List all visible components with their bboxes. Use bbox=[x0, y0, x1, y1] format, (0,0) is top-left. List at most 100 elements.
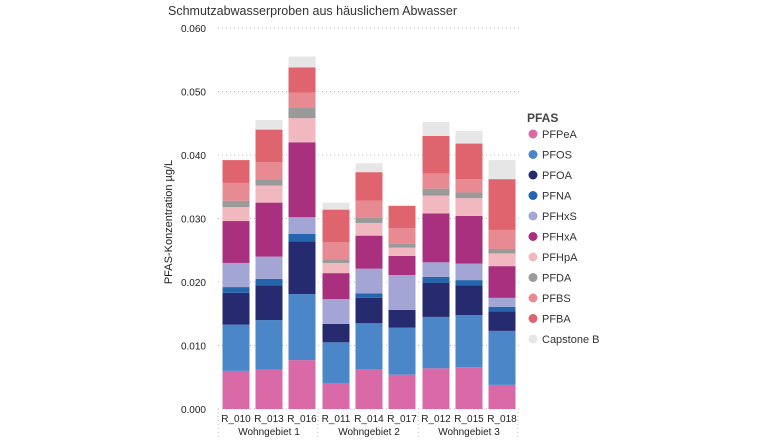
bar-segment-pfos bbox=[255, 320, 283, 370]
x-tick-label: R_012 bbox=[421, 414, 451, 425]
bar-segment-pfhxs bbox=[388, 275, 416, 310]
legend-marker bbox=[528, 293, 538, 303]
group-label: Wohngebiet 2 bbox=[338, 427, 400, 438]
bar-segment-pfhxa bbox=[488, 266, 516, 298]
bar-segment-pfba bbox=[288, 67, 316, 93]
bar-segment-pfda bbox=[222, 200, 250, 208]
bar-segment-pfhpa bbox=[255, 185, 283, 203]
y-tick-label: 0.050 bbox=[181, 88, 206, 99]
bar-segment-pfpea bbox=[355, 368, 383, 409]
bar-segment-pfhxa bbox=[222, 221, 250, 263]
y-tick-label: 0.020 bbox=[181, 278, 206, 289]
legend-marker bbox=[528, 252, 538, 262]
bar-segment-pfos bbox=[288, 294, 316, 361]
legend-item: PFDA bbox=[542, 273, 572, 285]
x-tick-label: R_017 bbox=[387, 414, 417, 425]
bar-segment-pfna bbox=[288, 233, 316, 242]
bar-segment-pfba bbox=[255, 129, 283, 162]
bar-segment-pfhxa bbox=[255, 202, 283, 257]
bar-segment-pfhxa bbox=[455, 215, 483, 264]
bar-segment-pfoa bbox=[255, 285, 283, 321]
bar-segment-pfpea bbox=[255, 369, 283, 409]
bar-segment-capstone-b bbox=[288, 56, 316, 68]
bar-segment-pfda bbox=[355, 217, 383, 223]
legend-marker bbox=[528, 273, 538, 282]
bar-segment-pfos bbox=[455, 315, 483, 368]
legend-item: PFHpA bbox=[542, 252, 578, 264]
bar-segment-pfoa bbox=[388, 309, 416, 328]
bar-segment-pfos bbox=[488, 330, 516, 385]
bar-segment-capstone-b bbox=[255, 120, 283, 130]
legend-marker bbox=[528, 314, 538, 323]
bar-segment-pfhpa bbox=[322, 262, 350, 274]
bar-segment-pfhxs bbox=[322, 299, 350, 324]
bar-segment-pfos bbox=[322, 342, 350, 383]
bar-segment-pfbs bbox=[488, 229, 516, 249]
bar-segment-pfba bbox=[355, 172, 383, 201]
bar-segment-pfpea bbox=[488, 384, 516, 409]
bar-segment-pfbs bbox=[422, 173, 450, 189]
bar-segment-pfhpa bbox=[455, 198, 483, 216]
bar-segment-pfhpa bbox=[422, 195, 450, 214]
bar-segment-pfoa bbox=[422, 282, 450, 317]
bar-segment-pfos bbox=[388, 327, 416, 375]
bar-segment-pfhxa bbox=[322, 273, 350, 300]
bar-segment-pfoa bbox=[355, 297, 383, 324]
y-tick-label: 0.010 bbox=[181, 342, 206, 353]
bar-segment-pfhpa bbox=[355, 222, 383, 236]
bar-segment-pfbs bbox=[388, 228, 416, 244]
x-tick-label: R_015 bbox=[454, 414, 484, 425]
x-tick-label: R_018 bbox=[487, 414, 517, 425]
bar-segment-pfhxs bbox=[222, 262, 250, 288]
bar-segment-pfhpa bbox=[388, 247, 416, 256]
x-tick-label: R_013 bbox=[254, 414, 284, 425]
x-tick-label: R_011 bbox=[322, 414, 351, 425]
y-tick-label: 0.060 bbox=[181, 24, 206, 35]
bar-segment-pfba bbox=[222, 160, 250, 183]
group-label: Wohngebiet 3 bbox=[438, 427, 500, 438]
bar-segment-pfna bbox=[422, 276, 450, 283]
bar-segment-pfpea bbox=[322, 382, 350, 409]
bar-segment-pfbs bbox=[355, 200, 383, 218]
legend-item: PFHxA bbox=[542, 232, 578, 244]
bar-segment-capstone-b bbox=[355, 163, 383, 173]
legend-item: PFOS bbox=[542, 150, 572, 162]
bar-segment-pfba bbox=[322, 209, 350, 242]
bar-segment-capstone-b bbox=[422, 121, 450, 136]
bar-segment-pfpea bbox=[455, 367, 483, 409]
legend-item: PFNA bbox=[542, 191, 572, 203]
bar-segment-pfhpa bbox=[488, 253, 516, 267]
bar-segment-pfpea bbox=[288, 360, 316, 409]
y-tick-label: 0.040 bbox=[181, 151, 206, 162]
bar-segment-pfhpa bbox=[222, 207, 250, 222]
legend-item: PFBS bbox=[542, 293, 571, 305]
bar-segment-pfoa bbox=[288, 241, 316, 295]
bar-segment-pfpea bbox=[222, 370, 250, 409]
bar-segment-pfna bbox=[355, 293, 383, 298]
bar-segment-pfbs bbox=[288, 92, 316, 109]
y-axis-label: PFAS-Konzentration µg/L bbox=[163, 160, 175, 284]
bar-segment-pfhpa bbox=[288, 118, 316, 143]
bar-segment-pfna bbox=[488, 306, 516, 312]
legend-item: PFBA bbox=[542, 314, 571, 326]
bar-segment-pfba bbox=[488, 179, 516, 230]
legend-item: PFPeA bbox=[542, 129, 578, 141]
bar-segment-pfda bbox=[488, 248, 516, 254]
bar-segment-pfhxa bbox=[422, 213, 450, 263]
bar-segment-pfbs bbox=[455, 179, 483, 193]
legend-marker bbox=[528, 232, 538, 241]
bar-segment-pfbs bbox=[255, 161, 283, 180]
bar-segment-pfba bbox=[388, 205, 416, 229]
bar-segment-capstone-b bbox=[322, 202, 350, 210]
bar-segment-pfbs bbox=[322, 241, 350, 260]
bar-segment-pfhxs bbox=[255, 256, 283, 279]
bar-segment-pfhxs bbox=[488, 297, 516, 307]
x-tick-label: R_014 bbox=[354, 414, 384, 425]
bar-segment-pfna bbox=[255, 278, 283, 286]
legend-item: PFHxS bbox=[542, 211, 577, 223]
legend-marker bbox=[528, 191, 538, 200]
legend-marker bbox=[528, 170, 538, 180]
bar-segment-pfna bbox=[222, 287, 250, 293]
bar-segment-capstone-b bbox=[455, 130, 483, 144]
